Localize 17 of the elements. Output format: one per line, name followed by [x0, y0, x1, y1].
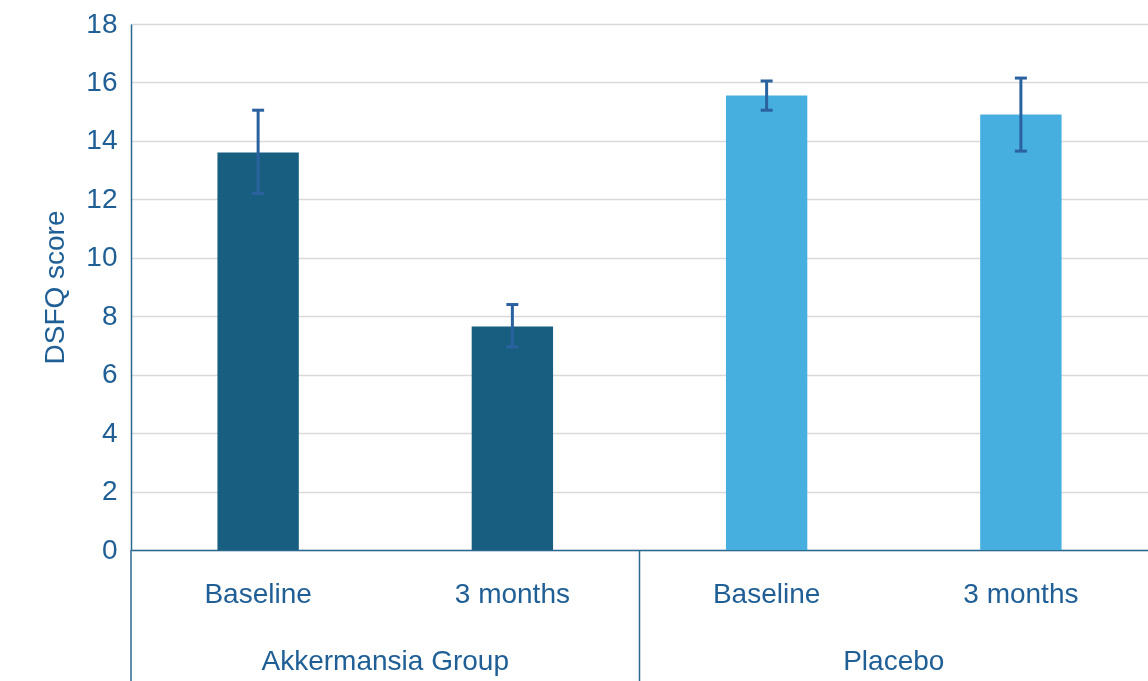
- text: Akkermansia Group: [261, 645, 509, 676]
- x-tick-label: Baseline: [204, 577, 312, 609]
- y-tick-label: 0: [101, 533, 118, 565]
- y-tick-label: 14: [86, 124, 118, 156]
- y-tick-label: 12: [86, 182, 118, 214]
- x-tick-label: 3 months: [963, 577, 1079, 609]
- y-tick-label: 2: [101, 475, 118, 507]
- y-axis-title: DSFQ score: [39, 210, 71, 365]
- x-tick-label: Baseline: [712, 577, 821, 609]
- y-tick-label: 8: [101, 299, 118, 331]
- y-tick-label: 4: [101, 416, 118, 448]
- y-tick-label: 18: [86, 7, 118, 39]
- y-tick-label: 10: [86, 241, 118, 273]
- y-tick-label: 6: [101, 358, 118, 390]
- text: Placebo: [843, 645, 945, 676]
- y-tick-label: 16: [86, 65, 118, 97]
- x-tick-label: 3 months: [454, 577, 570, 609]
